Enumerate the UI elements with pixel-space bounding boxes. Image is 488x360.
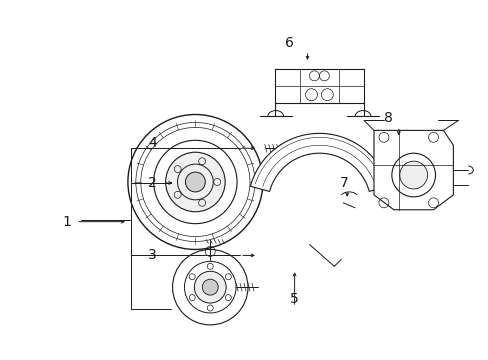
Circle shape [202,279,218,295]
Polygon shape [274,69,364,103]
Circle shape [194,271,225,303]
Polygon shape [250,134,387,192]
Text: 8: 8 [384,112,392,126]
Text: 3: 3 [148,248,157,262]
Text: 1: 1 [62,215,71,229]
Polygon shape [373,130,452,210]
Text: 4: 4 [148,136,157,150]
Circle shape [185,172,205,192]
Circle shape [172,249,247,325]
Text: 2: 2 [148,176,157,190]
Circle shape [165,152,224,212]
Text: 6: 6 [285,36,293,50]
Circle shape [399,161,427,189]
Text: 7: 7 [339,176,348,190]
Circle shape [128,114,263,249]
Text: 5: 5 [290,292,298,306]
